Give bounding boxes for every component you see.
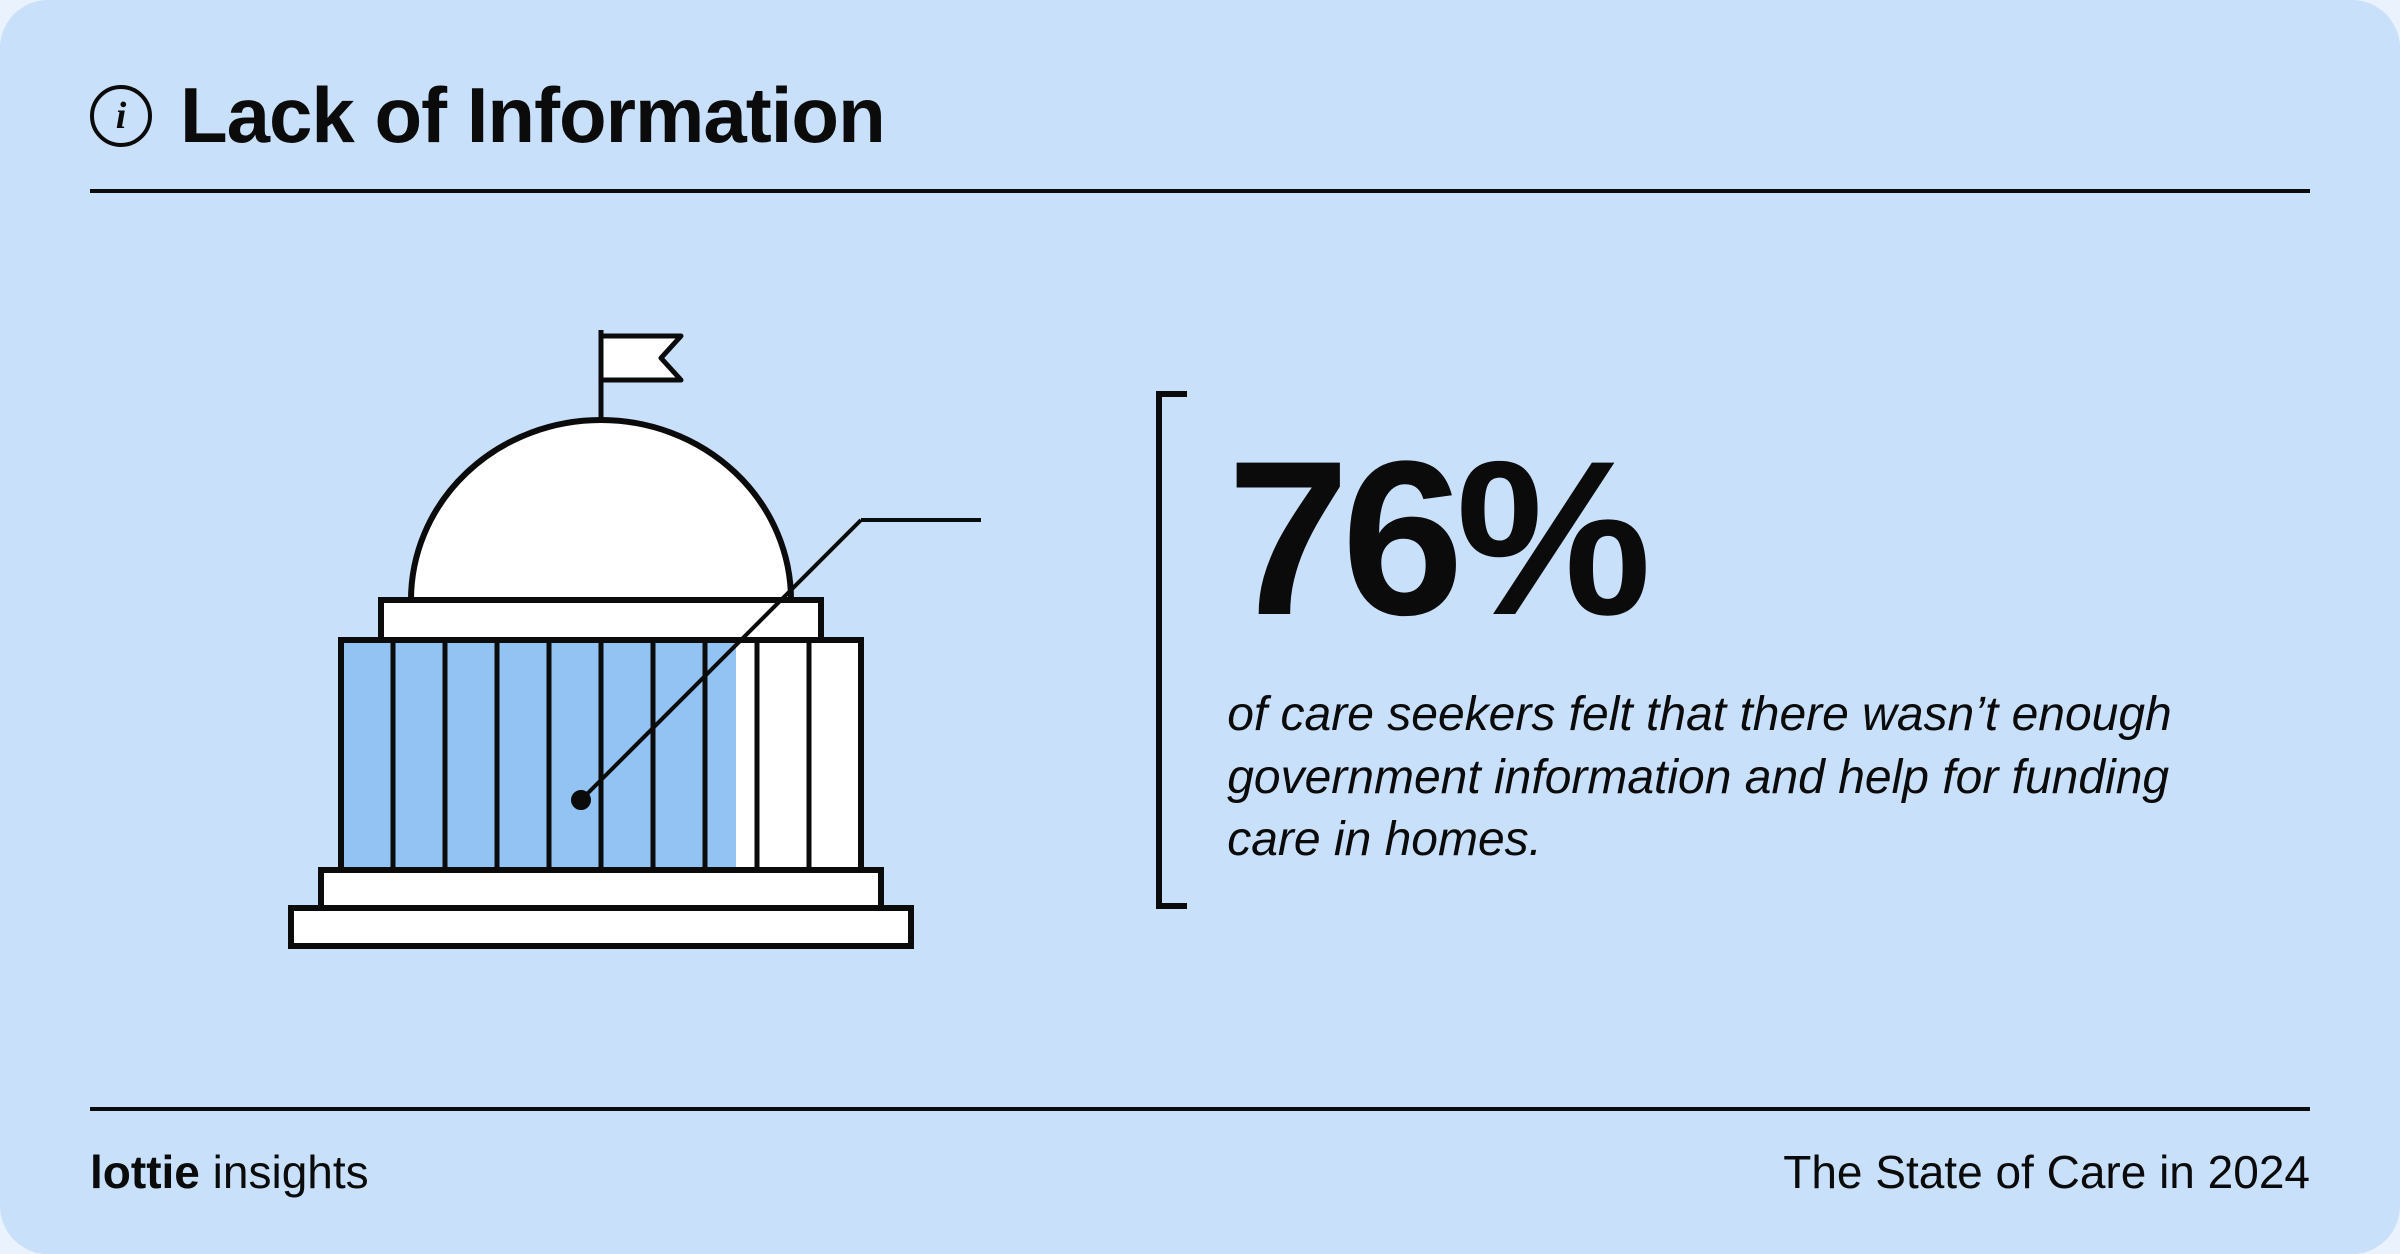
brand-name-strong: lottie	[90, 1146, 200, 1198]
stat-text-block: 76% of care seekers felt that there wasn…	[1227, 428, 2187, 871]
footer: lottie insights The State of Care in 202…	[90, 1107, 2310, 1199]
bracket-icon	[1151, 390, 1191, 910]
illustration-column	[90, 300, 1111, 1000]
page-title: Lack of Information	[180, 70, 885, 161]
stat-value: 76%	[1227, 428, 2187, 648]
brand-name-light: insights	[200, 1146, 369, 1198]
header: i Lack of Information	[90, 70, 2310, 193]
info-icon: i	[90, 85, 152, 147]
main-content: 76% of care seekers felt that there wasn…	[90, 193, 2310, 1107]
info-icon-glyph: i	[116, 97, 127, 135]
brand: lottie insights	[90, 1145, 369, 1199]
government-building-icon	[221, 300, 981, 1000]
stat-column: 76% of care seekers felt that there wasn…	[1151, 390, 2310, 910]
infographic-card: i Lack of Information	[0, 0, 2400, 1254]
footer-subtitle: The State of Care in 2024	[1783, 1145, 2310, 1199]
stat-description: of care seekers felt that there wasn’t e…	[1227, 684, 2187, 871]
